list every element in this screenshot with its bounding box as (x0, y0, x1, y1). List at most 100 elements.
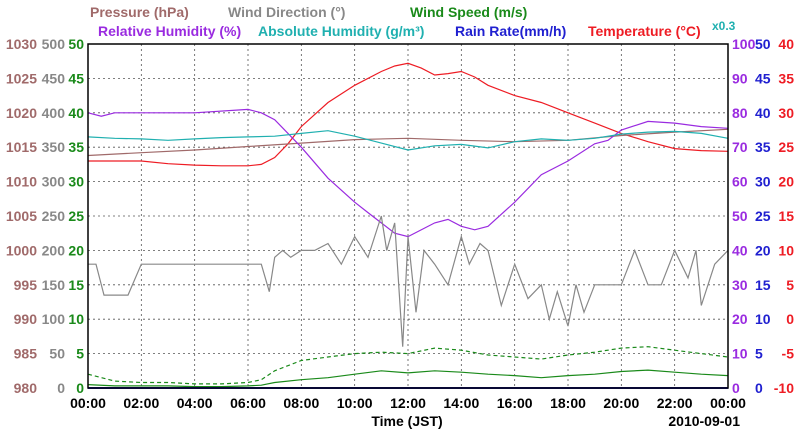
series-wind-speed-mean (87, 369, 729, 388)
legend-wind-direction: Wind Direction (°) (228, 4, 345, 20)
series-absolute-humidity (87, 130, 729, 151)
x-tick-label: 14:00 (443, 395, 479, 411)
y-tick-label-wind-direction: 350 (42, 139, 66, 155)
y-tick-label-wind-direction: 50 (49, 346, 65, 362)
axis-tick-labels: 00:00 02:00 04:00 06:00 08:00 10:00 12:00 14:00… (6, 36, 794, 411)
x-tick-label: 08:00 (283, 395, 319, 411)
y-tick-label-temperature: 10 (778, 242, 794, 258)
y-tick-label-wind-direction: 300 (42, 174, 66, 190)
y-tick-label-relative-humidity: 10 (732, 346, 748, 362)
y-tick-label-wind-speed: 35 (68, 139, 84, 155)
y-tick-label-wind-speed: 0 (76, 380, 84, 396)
y-tick-label-wind-speed: 50 (68, 36, 84, 52)
x-tick-label: 00:00 (710, 395, 746, 411)
y-tick-label-wind-direction: 250 (42, 208, 66, 224)
y-tick-label-rain-rate: 50 (755, 36, 771, 52)
series-pressure (87, 128, 729, 157)
y-tick-label-relative-humidity: 40 (732, 242, 748, 258)
y-tick-label-temperature: 40 (778, 36, 794, 52)
y-tick-label-wind-direction: 450 (42, 70, 66, 86)
x-tick-label: 18:00 (550, 395, 586, 411)
y-tick-label-rain-rate: 20 (755, 242, 771, 258)
y-tick-label-wind-direction: 200 (42, 242, 66, 258)
y-tick-label-relative-humidity: 80 (732, 105, 748, 121)
y-tick-label-rain-rate: 5 (755, 346, 763, 362)
y-tick-label-pressure: 995 (14, 277, 38, 293)
y-tick-label-rain-rate: 35 (755, 139, 771, 155)
y-tick-label-relative-humidity: 20 (732, 311, 748, 327)
y-tick-label-wind-speed: 30 (68, 174, 84, 190)
x-axis-label: Time (JST) (371, 413, 442, 429)
x-tick-label: 02:00 (123, 395, 159, 411)
x-tick-label: 00:00 (70, 395, 106, 411)
y-tick-label-temperature: -10 (774, 380, 794, 396)
y-tick-label-temperature: 30 (778, 105, 794, 121)
legend-pressure: Pressure (hPa) (90, 4, 189, 20)
absolute-humidity-scale-note: x0.3 (712, 19, 736, 33)
legend-wind-speed: Wind Speed (m/s) (410, 4, 527, 20)
y-tick-label-relative-humidity: 70 (732, 139, 748, 155)
y-tick-label-wind-speed: 40 (68, 105, 84, 121)
x-tick-label: 10:00 (337, 395, 373, 411)
y-tick-label-wind-speed: 25 (68, 208, 84, 224)
y-tick-label-relative-humidity: 50 (732, 208, 748, 224)
y-tick-label-wind-speed: 20 (68, 242, 84, 258)
y-tick-label-pressure: 1010 (6, 174, 37, 190)
legend-relative-humidity: Relative Humidity (%) (98, 23, 241, 39)
y-tick-label-temperature: 15 (778, 208, 794, 224)
y-tick-label-pressure: 1030 (6, 36, 37, 52)
y-tick-label-wind-direction: 400 (42, 105, 66, 121)
y-tick-label-wind-speed: 45 (68, 70, 84, 86)
y-tick-label-wind-direction: 0 (57, 380, 65, 396)
y-tick-label-wind-direction: 100 (42, 311, 66, 327)
y-tick-label-pressure: 980 (14, 380, 38, 396)
y-tick-label-pressure: 985 (14, 346, 38, 362)
y-tick-label-rain-rate: 0 (755, 380, 763, 396)
y-tick-label-rain-rate: 15 (755, 277, 771, 293)
y-tick-label-temperature: 5 (786, 277, 794, 293)
y-tick-label-pressure: 1025 (6, 70, 37, 86)
y-tick-label-temperature: 35 (778, 70, 794, 86)
plot-frame (87, 43, 729, 389)
y-tick-label-rain-rate: 30 (755, 174, 771, 190)
y-tick-label-wind-direction: 150 (42, 277, 66, 293)
y-tick-label-pressure: 1015 (6, 139, 37, 155)
y-tick-label-rain-rate: 40 (755, 105, 771, 121)
y-tick-label-temperature: 25 (778, 139, 794, 155)
series-temperature (88, 62, 729, 167)
y-tick-label-temperature: 20 (778, 174, 794, 190)
x-tick-label: 16:00 (497, 395, 533, 411)
x-tick-label: 04:00 (177, 395, 213, 411)
y-tick-label-temperature: 0 (786, 311, 794, 327)
y-tick-label-rain-rate: 10 (755, 311, 771, 327)
y-tick-label-pressure: 1005 (6, 208, 37, 224)
series-wind-speed-max (87, 346, 729, 385)
legend-absolute-humidity: Absolute Humidity (g/m³) (258, 23, 424, 39)
y-tick-label-rain-rate: 45 (755, 70, 771, 86)
series-wind-direction (88, 215, 729, 347)
x-tick-label: 22:00 (657, 395, 693, 411)
plot-grid (88, 44, 728, 388)
y-tick-label-wind-speed: 5 (76, 346, 84, 362)
x-tick-label: 12:00 (390, 395, 426, 411)
x-tick-label: 06:00 (230, 395, 266, 411)
x-tick-label: 20:00 (603, 395, 639, 411)
legend-temperature: Temperature (°C) (588, 23, 701, 39)
y-tick-label-pressure: 1020 (6, 105, 37, 121)
y-tick-label-pressure: 990 (14, 311, 38, 327)
date-label: 2010-09-01 (668, 413, 740, 429)
y-tick-label-relative-humidity: 100 (732, 36, 756, 52)
y-tick-label-rain-rate: 25 (755, 208, 771, 224)
y-tick-label-wind-speed: 10 (68, 311, 84, 327)
y-tick-label-temperature: -5 (782, 346, 795, 362)
y-tick-label-relative-humidity: 30 (732, 277, 748, 293)
y-tick-label-pressure: 1000 (6, 242, 37, 258)
legend-rain-rate: Rain Rate(mm/h) (455, 23, 566, 39)
y-tick-label-relative-humidity: 90 (732, 70, 748, 86)
y-tick-label-wind-direction: 500 (42, 36, 66, 52)
y-tick-label-relative-humidity: 60 (732, 174, 748, 190)
series-relative-humidity (87, 108, 729, 238)
y-tick-label-relative-humidity: 0 (732, 380, 740, 396)
y-tick-label-wind-speed: 15 (68, 277, 84, 293)
